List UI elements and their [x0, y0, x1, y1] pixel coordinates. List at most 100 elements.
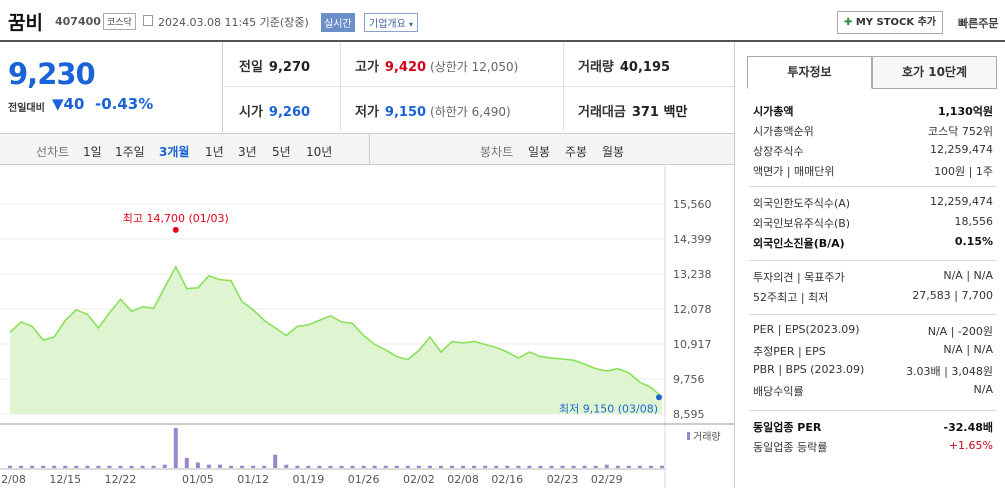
mystock-label: MY STOCK 추가	[855, 17, 937, 28]
x-tick-label: 01/12	[237, 473, 269, 486]
info-row: 외국인한도주식수(A) 12,259,474	[753, 195, 993, 211]
volume-bar	[30, 465, 35, 468]
x-tick-label: 12/22	[105, 473, 137, 486]
stock-header: 꿈비 407400 코스닥 2024.03.08 11:45 기준(장중) 실시…	[0, 0, 1005, 42]
section-divider	[749, 260, 997, 261]
candle-chart-label: 봉차트	[480, 145, 514, 159]
info-row: 추정PER | EPS N/A | N/A	[753, 343, 993, 359]
volume-bar	[118, 465, 123, 468]
current-price: 9,230	[8, 57, 96, 91]
period-tabs: 선차트 1일 1주일 3개월 1년 3년 5년 10년 봉차트 일봉 주봉 월봉	[0, 133, 734, 165]
info-row-value: -32.48배	[943, 421, 993, 434]
info-row-label: 외국인보유주식수(B)	[753, 217, 851, 230]
volume-bar	[516, 465, 521, 468]
stat-prev-close: 전일 9,270	[239, 56, 310, 75]
info-row: PBR | BPS (2023.09) 3.03배 | 3,048원	[753, 363, 993, 379]
volume-bar	[538, 465, 543, 468]
low-marker	[656, 394, 662, 401]
divider	[222, 86, 734, 87]
info-row-value: 12,259,474	[930, 143, 993, 156]
volume-bar	[240, 465, 245, 468]
info-row: 시가총액순위 코스닥 752위	[753, 123, 993, 139]
tab-monthly[interactable]: 월봉	[602, 145, 625, 159]
stat-low: 저가 9,150 (하한가 6,490)	[355, 101, 511, 120]
volume-bar	[52, 465, 57, 468]
volume-bar	[273, 454, 278, 468]
info-row: 동일업종 PER -32.48배	[753, 419, 993, 435]
info-row: 시가총액 1,130억원	[753, 103, 993, 119]
info-row-value: 1,130억원	[937, 105, 993, 118]
tab-invest-info[interactable]: 투자정보	[747, 56, 872, 89]
price-line	[9, 264, 663, 398]
tab-weekly[interactable]: 주봉	[565, 145, 588, 159]
stat-value: 9,260	[268, 105, 311, 120]
volume-bar	[195, 462, 200, 468]
volume-bar	[129, 465, 134, 468]
info-row-label: 액면가 | 매매단위	[753, 165, 835, 178]
add-mystock-button[interactable]: ✚ MY STOCK 추가	[837, 11, 943, 34]
divider	[222, 42, 223, 132]
volume-bar	[328, 465, 333, 468]
x-tick-label: 01/19	[293, 473, 325, 486]
volume-bar	[494, 465, 499, 468]
info-row-label: 동일업종 등락률	[753, 441, 828, 454]
tab-1d[interactable]: 1일	[83, 145, 102, 159]
volume-bar	[416, 465, 421, 468]
info-row-label: 투자의견 | 목표주가	[753, 271, 845, 284]
info-row-label: PBR | BPS (2023.09)	[753, 363, 865, 376]
info-row-value: 코스닥 752위	[928, 125, 993, 138]
price-box: 9,230 전일대비 ▼40 -0.43%	[0, 42, 222, 132]
volume-bar	[660, 465, 664, 468]
info-row: 외국인소진율(B/A) 0.15%	[753, 235, 993, 251]
tab-quote-10[interactable]: 호가 10단계	[872, 56, 997, 89]
volume-bar	[427, 465, 432, 468]
price-chart-svg: 15,560 14,399 13,238 12,078 10,917 9,756 8,595…	[0, 166, 734, 488]
y-tick-label: 14,399	[673, 233, 712, 246]
info-row-value: N/A	[973, 383, 993, 396]
info-row-label: 상장주식수	[753, 145, 804, 158]
x-tick-label: 01/26	[348, 473, 380, 486]
realtime-button[interactable]: 실시간	[321, 13, 355, 32]
quick-order-button[interactable]: 빠른주문	[958, 17, 999, 30]
stat-label: 저가	[355, 105, 379, 120]
info-row-value: N/A | N/A	[943, 269, 993, 282]
info-row-label: 추정PER | EPS	[753, 345, 826, 358]
volume-bar	[206, 464, 211, 468]
tab-daily[interactable]: 일봉	[528, 145, 551, 159]
stat-volume: 거래량 40,195	[578, 56, 670, 75]
plus-icon: ✚	[843, 17, 853, 28]
section-divider	[749, 410, 997, 411]
volume-bar	[107, 465, 112, 468]
x-tick-label: 02/29	[591, 473, 623, 486]
lower-limit: (하한가 6,490)	[430, 105, 511, 119]
price-change-percent: -0.43%	[95, 95, 154, 113]
tab-3y[interactable]: 3년	[238, 145, 257, 159]
volume-bar	[626, 465, 631, 468]
info-row: 동일업종 등락률 +1.65%	[753, 439, 993, 455]
volume-bar	[527, 465, 532, 468]
stat-high: 고가 9,420 (상한가 12,050)	[355, 56, 518, 75]
volume-bar	[405, 465, 410, 468]
tab-10y[interactable]: 10년	[306, 145, 333, 159]
volume-bar	[615, 465, 620, 468]
info-row: 액면가 | 매매단위 100원 | 1주	[753, 163, 993, 179]
x-tick-label: 02/16	[491, 473, 523, 486]
price-chart[interactable]: 15,560 14,399 13,238 12,078 10,917 9,756 8,595…	[0, 166, 734, 488]
market-badge: 코스닥	[103, 13, 136, 30]
company-info-dropdown[interactable]: 기업개요 ▾	[364, 13, 419, 32]
down-triangle-icon: ▼	[52, 95, 64, 113]
stat-label: 시가	[239, 105, 263, 120]
volume-bar	[593, 465, 598, 468]
volume-bar	[63, 465, 68, 468]
tab-1y[interactable]: 1년	[205, 145, 224, 159]
tab-1w[interactable]: 1주일	[115, 145, 145, 159]
tab-3m[interactable]: 3개월	[159, 145, 190, 159]
tab-5y[interactable]: 5년	[272, 145, 291, 159]
upper-limit: (상한가 12,050)	[430, 60, 519, 74]
low-label: 최저 9,150 (03/08)	[559, 402, 658, 415]
volume-bar	[637, 465, 642, 468]
stat-value: 371 백만	[631, 105, 688, 120]
volume-bar	[472, 465, 477, 468]
info-row-value: +1.65%	[948, 439, 993, 452]
volume-bar	[483, 465, 488, 468]
